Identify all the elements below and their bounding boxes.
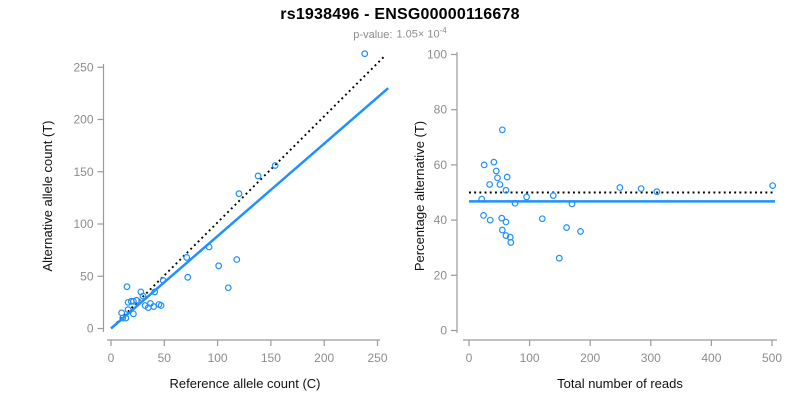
scatter-point — [486, 216, 494, 224]
scatter-point — [503, 173, 511, 181]
figure-title: rs1938496 - ENSG00000116678 — [280, 6, 520, 23]
scatter-point — [523, 193, 530, 201]
scatter-point — [549, 192, 557, 199]
y-tick-label: 100 — [427, 48, 447, 62]
x-tick-label: 150 — [261, 351, 281, 365]
x-tick-label: 100 — [520, 351, 540, 365]
scatter-point — [502, 186, 510, 194]
scatter-point — [555, 254, 563, 262]
right-xaxis-title: Total number of reads — [557, 376, 683, 391]
pvalue-mantissa: 1.05× 10 — [396, 28, 440, 41]
right-yaxis-title: Percentage alternative (T) — [412, 121, 427, 271]
scatter-point — [124, 306, 132, 314]
identity-50pct-line — [112, 56, 385, 328]
scatter-point — [492, 167, 500, 175]
scatter-point — [271, 162, 279, 169]
scatter-point — [498, 214, 506, 222]
scatter-point — [205, 243, 213, 251]
y-tick-label: 0 — [87, 322, 94, 336]
scatter-point — [235, 190, 243, 198]
scatter-point — [538, 215, 546, 223]
scatter-point — [233, 256, 241, 263]
scatter-point — [129, 297, 137, 305]
scatter-point — [616, 184, 624, 191]
scatter-point — [123, 283, 131, 291]
scatter-point — [224, 284, 232, 292]
scatter-point — [478, 195, 486, 203]
x-tick-label: 0 — [466, 351, 473, 365]
x-tick-label: 400 — [701, 351, 721, 365]
scatter-point — [137, 288, 145, 296]
x-tick-label: 0 — [108, 351, 115, 365]
y-tick-label: 20 — [434, 268, 448, 282]
y-tick-label: 80 — [434, 103, 448, 117]
scatter-point — [480, 161, 488, 169]
scatter-point — [184, 273, 192, 281]
scatter-point — [486, 181, 494, 188]
scatter-point — [511, 199, 519, 207]
scatter-point — [498, 126, 506, 134]
scatter-point — [254, 172, 262, 180]
scatter-point — [769, 182, 777, 190]
scatter-point — [133, 296, 140, 304]
pvalue-exponent: -4 — [439, 26, 447, 35]
scatter-point — [157, 302, 165, 309]
scatter-point — [494, 174, 501, 182]
y-tick-label: 200 — [73, 113, 93, 127]
x-tick-label: 250 — [367, 351, 387, 365]
scatter-point — [502, 218, 510, 226]
y-tick-label: 0 — [440, 324, 447, 338]
scatter-point — [490, 158, 498, 166]
scatter-point — [480, 212, 487, 219]
pvalue-label: p-value: — [353, 28, 393, 41]
scatter-point — [577, 228, 584, 235]
scatter-point — [151, 288, 159, 296]
x-tick-label: 500 — [762, 351, 782, 365]
scatter-point — [653, 188, 661, 196]
scatter-point — [563, 224, 570, 231]
figure-subtitle: p-value: 1.05× 10-4 — [0, 26, 800, 41]
y-tick-label: 50 — [80, 269, 94, 283]
fitted-line — [110, 87, 389, 330]
left-yaxis-title: Alternative allele count (T) — [40, 120, 55, 271]
scatter-point — [496, 181, 504, 188]
scatter-point — [118, 309, 126, 317]
scatter-point — [502, 232, 510, 239]
x-tick-label: 100 — [208, 351, 228, 365]
x-tick-label: 200 — [314, 351, 334, 365]
scatter-point — [361, 50, 369, 58]
y-tick-label: 60 — [434, 158, 448, 172]
x-tick-label: 50 — [158, 351, 172, 365]
y-tick-label: 250 — [73, 60, 93, 74]
scatter-point — [159, 277, 167, 284]
scatter-point — [507, 239, 515, 246]
right-scatter-panel: 0 100 200 300 400 500 0 20 40 60 80 100 — [427, 48, 782, 366]
y-tick-label: 100 — [73, 217, 93, 231]
scatter-point — [568, 200, 576, 208]
left-scatter-panel: 0 50 100 150 200 250 0 50 100 150 200 250 — [73, 50, 389, 365]
scatter-point — [183, 254, 191, 261]
y-tick-label: 40 — [434, 213, 448, 227]
x-tick-label: 200 — [580, 351, 600, 365]
x-tick-label: 300 — [641, 351, 661, 365]
scatter-point — [498, 226, 506, 234]
scatter-point — [637, 185, 645, 193]
y-tick-label: 150 — [73, 165, 93, 179]
scatter-point — [215, 262, 223, 270]
left-xaxis-title: Reference allele count (C) — [169, 376, 320, 391]
scatter-point — [129, 310, 137, 318]
scatter-point — [122, 314, 130, 322]
